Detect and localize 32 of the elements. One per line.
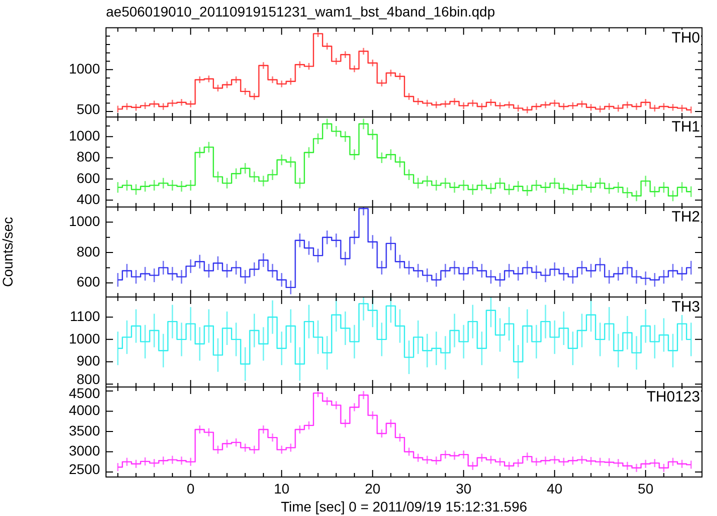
y-tick-label: 1100 bbox=[70, 308, 100, 324]
y-tick-label: 2500 bbox=[68, 460, 100, 477]
x-tick-label: 50 bbox=[638, 480, 654, 496]
x-tick-label: 40 bbox=[546, 480, 563, 496]
y-tick-label: 600 bbox=[76, 170, 100, 186]
y-tick-label: 800 bbox=[76, 370, 100, 387]
y-tick-label: 3000 bbox=[68, 442, 100, 459]
x-tick-label: 30 bbox=[456, 480, 472, 496]
y-tick-label: 1000 bbox=[68, 213, 100, 230]
annotation: TH2 bbox=[672, 208, 700, 226]
y-tick-label: 800 bbox=[76, 148, 100, 165]
annotation: TH0 bbox=[672, 29, 700, 46]
y-tick-label: 1000 bbox=[68, 60, 100, 77]
y-tick-label: 900 bbox=[76, 352, 100, 369]
y-tick-label: 3500 bbox=[68, 422, 100, 438]
y-tick-label: 400 bbox=[76, 190, 100, 207]
y-axis-title: Counts/sec bbox=[0, 216, 16, 288]
x-tick-label: 0 bbox=[186, 480, 195, 496]
y-tick-label: 500 bbox=[76, 100, 100, 117]
annotation: TH3 bbox=[672, 298, 700, 316]
y-tick-label: 600 bbox=[76, 274, 100, 290]
x-tick-label: 10 bbox=[274, 480, 290, 496]
y-tick-label: 4500 bbox=[68, 384, 100, 401]
y-tick-label: 800 bbox=[76, 243, 100, 260]
x-tick-label: 20 bbox=[364, 480, 381, 496]
chart-title: ae506019010_20110919151231_wam1_bst_4band_16bin.qdp bbox=[106, 3, 496, 20]
x-axis-title: Time [sec] 0 = 2011/09/19 15:12:31.596 bbox=[280, 498, 528, 514]
y-tick-label: 4000 bbox=[68, 402, 100, 418]
y-tick-label: 1000 bbox=[68, 127, 100, 144]
y-tick-label: 1000 bbox=[68, 330, 100, 346]
annotation: TH0123 bbox=[646, 388, 700, 406]
annotation: TH1 bbox=[672, 118, 700, 136]
